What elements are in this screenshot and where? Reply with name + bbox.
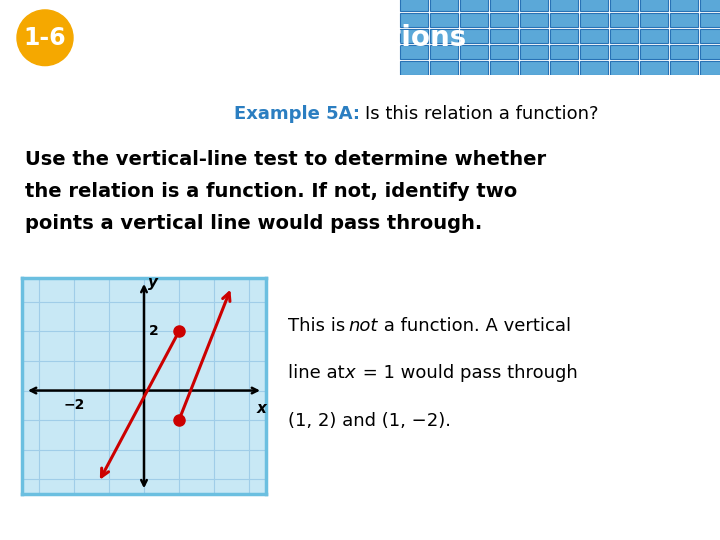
Bar [430,29,458,43]
Bar [550,0,578,11]
Bar [640,0,668,11]
Bar [700,45,720,59]
Bar [580,29,608,43]
Bar [580,0,608,11]
Bar [700,29,720,43]
Text: the relation is a function. If not, identify two: the relation is a function. If not, iden… [25,181,517,200]
Bar [430,45,458,59]
Bar [670,13,698,27]
Bar [490,29,518,43]
Bar [400,45,428,59]
Bar [520,0,548,11]
Bar [460,29,488,43]
Text: Holt Algebra 2: Holt Algebra 2 [15,513,128,526]
Text: x: x [344,364,355,382]
Bar [550,29,578,43]
Text: (1, 2) and (1, −2).: (1, 2) and (1, −2). [288,412,451,430]
Bar [580,13,608,27]
Bar [610,60,638,75]
Text: −2: −2 [63,398,85,412]
Bar [520,60,548,75]
Bar [640,13,668,27]
Text: Example 5A:: Example 5A: [234,105,360,123]
Text: points a vertical line would pass through.: points a vertical line would pass throug… [25,213,482,233]
Bar [700,0,720,11]
Text: x: x [256,401,266,416]
Bar [490,13,518,27]
Bar [490,45,518,59]
Bar [670,60,698,75]
Text: Copyright © by Holt, Rinehart and Winston. All Rights Reserved.: Copyright © by Holt, Rinehart and Winsto… [330,515,710,525]
Text: 2: 2 [149,325,159,339]
Bar [490,0,518,11]
Bar [520,13,548,27]
Text: Relations and Functions: Relations and Functions [90,24,467,52]
Bar [430,0,458,11]
Bar [550,13,578,27]
Bar [640,45,668,59]
Bar [550,45,578,59]
Bar [400,60,428,75]
Text: = 1 would pass through: = 1 would pass through [357,364,577,382]
Bar [460,0,488,11]
Bar [700,60,720,75]
Bar [520,29,548,43]
Bar [610,0,638,11]
Bar [430,60,458,75]
Bar [400,29,428,43]
Text: Is this relation a function?: Is this relation a function? [365,105,598,123]
Text: This is: This is [288,317,351,335]
Bar [670,45,698,59]
Bar [460,60,488,75]
Bar [430,13,458,27]
Bar [610,13,638,27]
Bar [520,45,548,59]
Bar [400,13,428,27]
Text: line at: line at [288,364,351,382]
Bar [490,60,518,75]
Bar [580,45,608,59]
Text: y: y [148,275,158,290]
Bar [640,60,668,75]
Bar [610,29,638,43]
Bar [700,13,720,27]
Circle shape [17,10,73,65]
Text: not: not [348,317,378,335]
Bar [460,45,488,59]
Bar [610,45,638,59]
Text: a function. A vertical: a function. A vertical [378,317,571,335]
Bar [580,60,608,75]
Bar [640,29,668,43]
Bar [400,0,428,11]
Text: 1-6: 1-6 [24,26,66,50]
Bar [460,13,488,27]
Text: Use the vertical-line test to determine whether: Use the vertical-line test to determine … [25,150,546,168]
Bar [550,60,578,75]
Bar [670,0,698,11]
Bar [670,29,698,43]
